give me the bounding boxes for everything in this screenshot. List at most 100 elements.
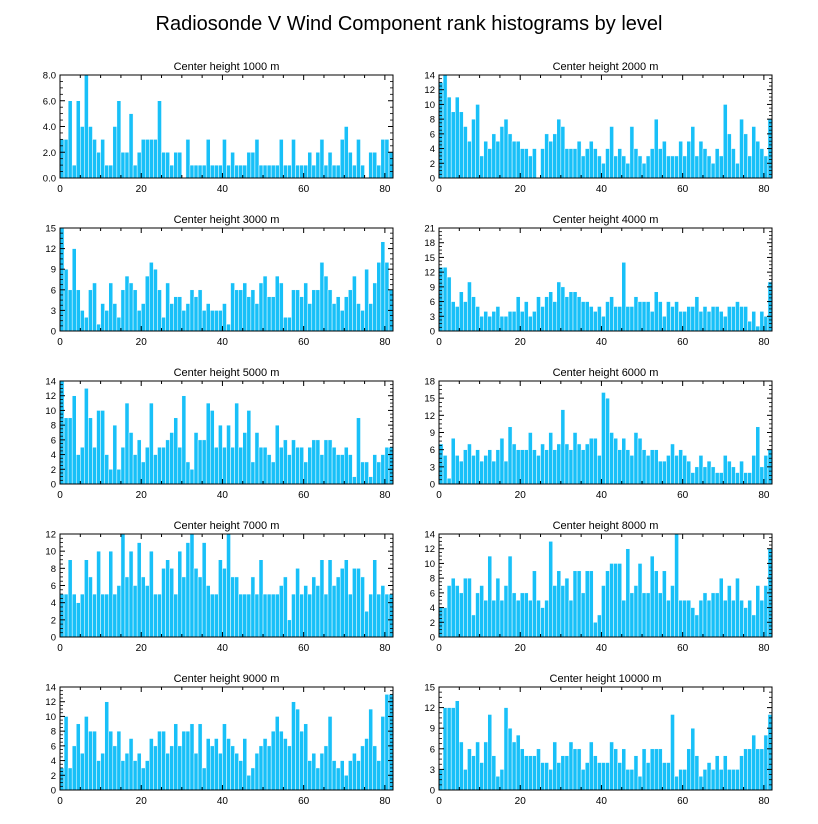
histogram-bar (743, 472, 748, 485)
histogram-bar (279, 446, 284, 485)
histogram-bar (735, 163, 740, 179)
x-tick-label: 20 (136, 184, 148, 195)
histogram-bar (454, 700, 460, 791)
histogram-bar (735, 577, 740, 638)
histogram-bar (613, 563, 618, 638)
histogram-bar (743, 133, 748, 179)
histogram-bar (552, 741, 558, 791)
x-tick-label: 60 (298, 796, 310, 807)
y-tick-label: 12 (45, 530, 56, 541)
histogram-bar (442, 266, 448, 332)
histogram-bar (356, 760, 361, 791)
histogram-bar (491, 133, 497, 179)
histogram-bar (560, 755, 566, 791)
histogram-bar (279, 585, 284, 638)
histogram-bar (727, 133, 732, 179)
panel-title: Center height 8000 m (553, 520, 659, 532)
histogram-bar (157, 446, 162, 485)
histogram-bar (246, 152, 252, 179)
histogram-bar (763, 316, 769, 332)
histogram-bar (702, 769, 708, 791)
histogram-bar (80, 446, 85, 485)
histogram-bar (63, 139, 69, 179)
histogram-bar (222, 139, 227, 179)
histogram-panels: Center height 1000 m0 20 40 60 800.02.04.06.… (43, 61, 773, 807)
histogram-bar (475, 741, 480, 791)
y-tick-label: 3 (430, 312, 435, 323)
histogram-bar (193, 568, 199, 638)
x-tick-label: 40 (596, 184, 608, 195)
y-tick-label: 2.0 (43, 148, 56, 159)
histogram-bar (124, 402, 130, 485)
y-tick-label: 9 (430, 428, 435, 439)
histogram-bar (319, 752, 325, 791)
y-tick-label: 12 (424, 703, 435, 714)
histogram-bar (128, 432, 134, 485)
histogram-bar (532, 148, 537, 179)
histogram-bar (731, 769, 736, 791)
histogram-bar (666, 762, 671, 791)
histogram-bar (352, 275, 357, 332)
histogram-bar (80, 126, 85, 179)
histogram-bar (189, 164, 195, 179)
x-tick-label: 20 (136, 643, 148, 654)
histogram-bar (380, 716, 386, 791)
histogram-bar (556, 118, 562, 179)
histogram-bar (173, 152, 179, 179)
y-tick-label: 0.0 (43, 174, 56, 185)
histogram-bar (446, 276, 452, 332)
histogram-bar (258, 745, 264, 791)
histogram-bar (283, 576, 288, 638)
histogram-bar (303, 585, 308, 638)
y-tick-label: 6 (51, 741, 56, 752)
histogram-bar (120, 289, 126, 332)
histogram-bar (580, 449, 586, 485)
histogram-bar (311, 576, 317, 638)
histogram-bar (356, 139, 361, 179)
x-tick-label: 40 (217, 796, 229, 807)
histogram-bar (755, 426, 761, 485)
histogram-bar (723, 104, 728, 179)
histogram-bar (723, 316, 728, 332)
histogram-bar (201, 164, 207, 179)
histogram-bar (637, 301, 643, 332)
histogram-bar (360, 576, 365, 638)
histogram-bar (153, 454, 158, 485)
histogram-bar (686, 460, 692, 485)
histogram-bar (605, 148, 610, 179)
histogram-bar (177, 296, 183, 332)
histogram-bar (327, 152, 333, 179)
histogram-bar (327, 439, 333, 485)
histogram-bar (593, 311, 598, 332)
histogram-bar (544, 599, 549, 638)
histogram-bar (140, 139, 146, 179)
histogram-bar (120, 152, 126, 179)
x-tick-label: 80 (758, 184, 770, 195)
histogram-bar (621, 748, 627, 791)
histogram-bar (524, 148, 529, 179)
histogram-panel: Center height 8000 m 0 20 40 60 80 0 2 4 6 8 10 12 14 (424, 520, 773, 654)
histogram-bar (666, 155, 671, 179)
histogram-bar (88, 730, 93, 791)
histogram-bar (483, 455, 488, 485)
histogram-bar (511, 741, 517, 791)
histogram-bar (84, 74, 89, 179)
histogram-bar (532, 311, 537, 332)
histogram-bar (629, 592, 635, 638)
histogram-bar (254, 752, 260, 791)
histogram-bar (177, 152, 183, 179)
histogram-bar (210, 164, 215, 179)
histogram-bar (694, 155, 700, 179)
x-tick-label: 80 (379, 337, 391, 348)
histogram-bar (262, 446, 268, 485)
histogram-bar (710, 592, 716, 638)
histogram-bar (120, 446, 126, 485)
histogram-bar (108, 550, 114, 638)
x-tick-label: 60 (677, 796, 689, 807)
histogram-bar (104, 164, 109, 179)
histogram-bar (193, 164, 199, 179)
histogram-bar (315, 289, 321, 332)
histogram-bar (747, 155, 752, 179)
histogram-bar (694, 466, 700, 485)
histogram-bar (283, 738, 288, 791)
